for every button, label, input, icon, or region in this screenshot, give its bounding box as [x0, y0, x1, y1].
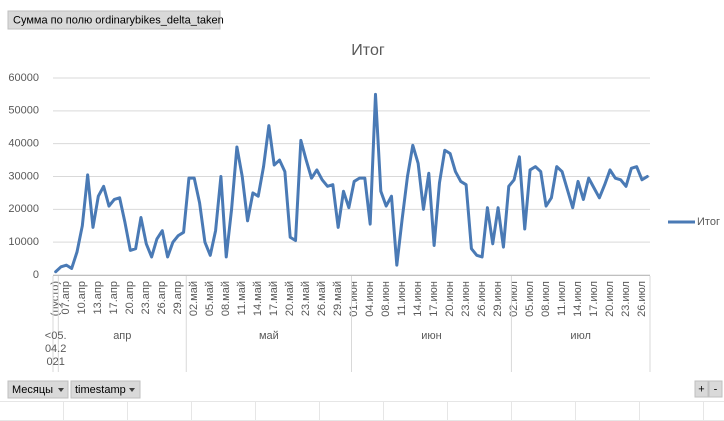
x-tick-label: 14.июл — [572, 281, 584, 317]
x-tick-label: 02.июл — [508, 281, 520, 317]
x-group-label: июн — [421, 330, 442, 342]
x-tick-label: 11.май — [236, 281, 248, 315]
x-tick-label: 23.апр — [140, 281, 152, 314]
x-tick-label: 17.июл — [588, 281, 600, 317]
x-tick-label: 17.май — [268, 281, 280, 316]
y-tick-label: 10000 — [8, 236, 39, 248]
collapse-button[interactable] — [708, 380, 723, 398]
x-tick-label: 11.июн — [396, 281, 408, 316]
x-tick-label: 23.май — [300, 281, 312, 316]
axis-button[interactable] — [7, 380, 69, 399]
x-tick-label: 08.июл — [540, 281, 552, 317]
x-tick-label: 01.июн — [348, 281, 360, 317]
x-tick-label: 14.май — [252, 281, 264, 316]
axis-button[interactable] — [70, 380, 141, 399]
x-tick-label: 20.июн — [444, 281, 456, 317]
dropdown-arrow — [58, 388, 64, 392]
x-group-label: <05.04.2021 — [44, 330, 67, 368]
y-tick-label: 20000 — [8, 203, 39, 215]
x-group-label: апр — [113, 330, 132, 342]
x-tick-label: 11.июл — [556, 281, 568, 316]
x-tick-label: 26.апр — [156, 281, 168, 314]
y-tick-label: 60000 — [8, 72, 39, 84]
axis-button-text: timestamp — [75, 384, 126, 396]
y-tick-label: 50000 — [8, 105, 39, 117]
y-tick-label: 30000 — [8, 170, 39, 182]
x-tick-label: 05.июл — [524, 281, 536, 317]
axis-button-text: Месяцы — [12, 384, 53, 396]
collapse-button-text: - — [714, 383, 718, 395]
x-tick-label: 29.апр — [172, 281, 184, 314]
y-tick-label: 0 — [33, 269, 39, 281]
x-tick-label: 23.июн — [460, 281, 472, 317]
x-tick-label: 26.июл — [636, 281, 648, 317]
data-line — [54, 92, 649, 274]
expand-button-text: + — [698, 383, 704, 395]
x-tick-label: 29.май — [332, 281, 344, 316]
x-tick-label: 26.май — [316, 281, 328, 316]
x-tick-label: 20.май — [284, 281, 296, 316]
x-tick-label: 26.июн — [476, 281, 488, 317]
y-tick-label: 40000 — [8, 138, 39, 150]
x-tick-label: 04.июн — [364, 281, 376, 317]
dropdown-arrow — [129, 388, 135, 392]
x-tick-label: 08.июн — [380, 281, 392, 317]
legend-label: Итог — [697, 216, 720, 228]
x-tick-label: 23.июл — [620, 281, 632, 317]
x-tick-label: 20.апр — [124, 281, 136, 314]
x-tick-label: 07.апр — [60, 281, 72, 314]
x-tick-label: 14.июн — [412, 281, 424, 317]
x-tick-label: 05.май — [204, 281, 216, 316]
x-group-label: июл — [570, 330, 591, 342]
x-tick-label: 13.апр — [92, 281, 104, 314]
x-tick-label: 10.апр — [76, 281, 88, 314]
field-button-text: Сумма по полю ordinarybikes_delta_taken — [13, 14, 224, 26]
x-tick-label: 08.май — [220, 281, 232, 316]
field-button[interactable] — [7, 10, 221, 30]
chart-title: Итог — [351, 42, 385, 59]
sheet-grid — [0, 401, 724, 421]
expand-button[interactable] — [694, 380, 709, 398]
x-tick-label: 17.июн — [428, 281, 440, 317]
x-tick-label: 02.май — [188, 281, 200, 316]
x-tick-label: 20.июл — [604, 281, 616, 317]
x-group-label: май — [258, 330, 279, 342]
x-tick-label: 17.апр — [108, 281, 120, 314]
x-tick-label: 29.июн — [492, 281, 504, 317]
